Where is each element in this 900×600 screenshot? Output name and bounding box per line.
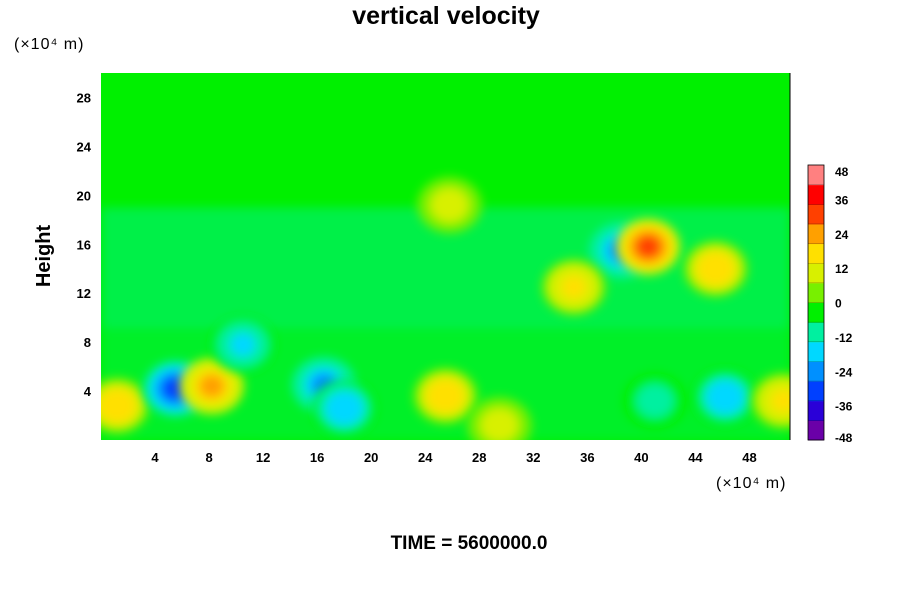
colorbar-tick-label: 0 <box>835 297 842 311</box>
colorbar-segment <box>808 381 824 402</box>
colorbar: 48 36 24 12 0 -12 -24 -36 -48 <box>807 164 853 445</box>
field-feature <box>683 240 748 297</box>
colorbar-tick-label: 36 <box>835 193 849 207</box>
x-tick-label: 28 <box>472 450 486 465</box>
field-feature <box>101 377 150 434</box>
x-tick-label: 16 <box>310 450 324 465</box>
field-feature <box>467 397 532 440</box>
y-axis: 4 8 12 16 20 24 28 <box>77 90 92 399</box>
time-label: TIME = 5600000.0 <box>391 533 548 554</box>
colorbar-tick-label: -24 <box>835 365 853 379</box>
y-tick-label: 8 <box>84 335 91 350</box>
contour-level <box>433 384 458 408</box>
contour-level <box>561 275 587 299</box>
colorbar-segment <box>808 341 824 362</box>
colorbar-tick-label: -48 <box>835 431 853 445</box>
colorbar-segment <box>808 282 824 303</box>
contour-level <box>230 333 256 357</box>
colorbar-tick-label: 24 <box>835 228 849 242</box>
x-tick-label: 40 <box>634 450 648 465</box>
contour-level <box>487 413 513 437</box>
x-axis: 4 8 12 16 20 24 28 32 36 40 44 48 <box>151 450 756 465</box>
x-tick-label: 24 <box>418 450 433 465</box>
field-feature <box>179 358 244 415</box>
x-tick-label: 44 <box>688 450 703 465</box>
colorbar-segment <box>808 361 824 382</box>
y-tick-label: 16 <box>77 237 91 252</box>
colorbar-tick-label: -12 <box>835 331 853 345</box>
y-tick-label: 12 <box>77 286 91 301</box>
colorbar-segment <box>808 400 824 421</box>
y-tick-label: 20 <box>77 188 91 203</box>
colorbar-tick-label: 12 <box>835 262 849 276</box>
contour-level <box>703 257 729 281</box>
y-tick-label: 28 <box>77 90 91 105</box>
x-tick-label: 48 <box>742 450 756 465</box>
field-feature <box>413 367 478 424</box>
plot-area <box>101 73 791 440</box>
colorbar-frame <box>807 164 825 441</box>
colorbar-segment <box>808 322 824 343</box>
contour-level <box>712 385 738 409</box>
x-tick-label: 4 <box>151 450 159 465</box>
chart-title: vertical velocity <box>352 2 540 30</box>
colorbar-tick-label: 48 <box>835 165 849 179</box>
x-tick-label: 36 <box>580 450 594 465</box>
x-tick-label: 32 <box>526 450 540 465</box>
colorbar-segment <box>808 223 824 245</box>
x-tick-label: 8 <box>205 450 212 465</box>
field-feature <box>616 218 681 275</box>
colorbar-segment <box>808 243 824 264</box>
colorbar-segment <box>808 204 824 225</box>
field-feature <box>622 372 687 429</box>
field-feature <box>751 372 790 429</box>
y-axis-label: Height <box>33 225 55 288</box>
y-tick-label: 4 <box>84 384 92 399</box>
colorbar-segment <box>808 302 824 323</box>
field-feature <box>693 369 758 426</box>
colorbar-tick-label: -36 <box>835 400 853 414</box>
contour-level <box>199 374 225 398</box>
colorbar-segment <box>808 420 824 441</box>
colorbar-segment <box>808 184 824 205</box>
y-tick-label: 24 <box>77 139 92 154</box>
field-feature <box>312 380 377 437</box>
contour-level <box>770 389 790 413</box>
contour-level <box>642 389 668 413</box>
contour-level <box>635 235 661 259</box>
contour-level <box>437 193 463 217</box>
field-feature <box>417 177 482 234</box>
contour-level <box>104 394 130 418</box>
velocity-field <box>101 177 790 440</box>
field-feature <box>210 316 275 373</box>
contour-level <box>331 396 357 420</box>
y-unit-label: (×10⁴ m) <box>14 36 84 53</box>
x-tick-label: 20 <box>364 450 378 465</box>
colorbar-segment <box>808 165 824 186</box>
x-unit-label: (×10⁴ m) <box>716 475 786 492</box>
colorbar-segment <box>808 263 824 284</box>
x-tick-label: 12 <box>256 450 270 465</box>
field-feature <box>541 259 606 316</box>
